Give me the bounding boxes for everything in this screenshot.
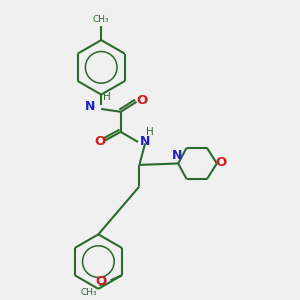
Text: N: N	[85, 100, 95, 112]
Text: N: N	[172, 149, 182, 162]
Text: O: O	[136, 94, 147, 107]
Text: O: O	[95, 275, 107, 288]
Text: O: O	[94, 135, 105, 148]
Text: O: O	[216, 155, 227, 169]
Text: CH₃: CH₃	[81, 288, 97, 297]
Text: H: H	[146, 127, 154, 137]
Text: N: N	[140, 135, 151, 148]
Text: H: H	[103, 92, 110, 102]
Text: CH₃: CH₃	[93, 15, 110, 24]
